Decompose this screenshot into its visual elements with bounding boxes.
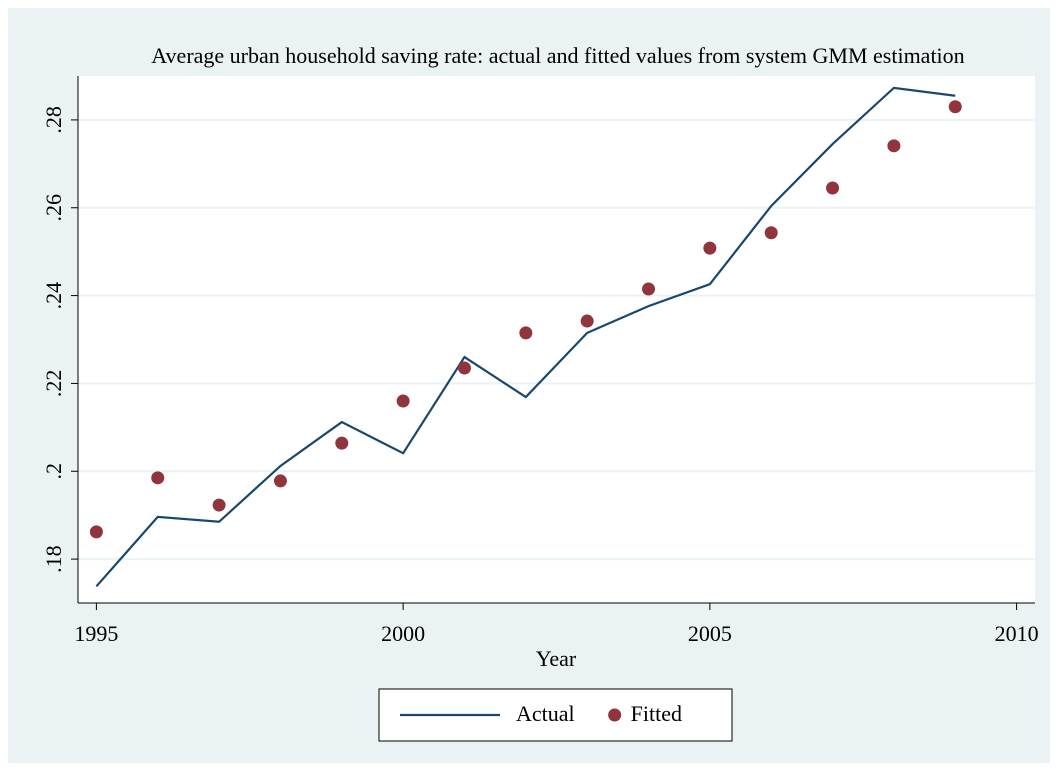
point — [273, 474, 287, 488]
legend-swatch — [608, 708, 622, 722]
legend-label: Fitted — [631, 701, 682, 726]
point — [396, 394, 410, 408]
line — [95, 86, 956, 588]
point — [580, 314, 594, 328]
point — [826, 181, 840, 195]
point — [335, 436, 349, 450]
point — [887, 139, 901, 153]
x-tick-label: 1995 — [74, 621, 118, 646]
point — [212, 498, 226, 512]
point — [457, 361, 471, 375]
point — [151, 471, 165, 485]
point — [764, 226, 778, 240]
x-tick-label: 2010 — [995, 621, 1039, 646]
point — [642, 282, 656, 296]
y-tick-label: .28 — [41, 106, 66, 133]
y-tick-label: .2 — [41, 463, 66, 480]
x-axis-title: Year — [536, 646, 577, 671]
y-tick-label: .22 — [41, 370, 66, 398]
x-tick-label: 2005 — [688, 621, 732, 646]
x-tick-label: 2000 — [381, 621, 425, 646]
plot-region — [78, 76, 1035, 603]
chart-title: Average urban household saving rate: act… — [151, 43, 964, 68]
point — [703, 241, 717, 255]
y-tick-label: .18 — [41, 545, 66, 573]
y-tick-label: .24 — [41, 282, 66, 310]
point — [89, 525, 103, 539]
legend-label: Actual — [516, 701, 575, 726]
y-tick-label: .26 — [41, 194, 66, 222]
legend: Actual Fitted — [378, 688, 733, 742]
point — [948, 100, 962, 114]
point — [519, 326, 533, 340]
